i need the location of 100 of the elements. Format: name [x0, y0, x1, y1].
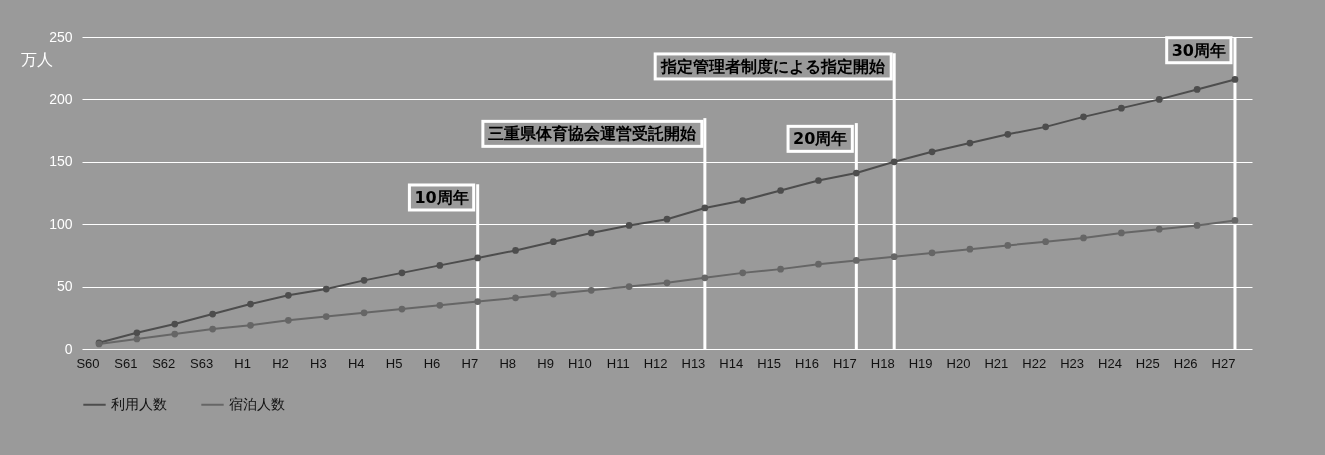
point — [1080, 113, 1087, 121]
point — [701, 274, 709, 282]
point — [133, 335, 141, 343]
point — [663, 279, 671, 287]
point — [890, 253, 898, 260]
point — [209, 310, 216, 318]
y-tick-label: 250 — [49, 28, 73, 45]
point — [1004, 242, 1012, 249]
point — [322, 313, 330, 320]
point — [1231, 76, 1239, 83]
point — [1118, 104, 1125, 112]
point — [928, 249, 936, 257]
point — [133, 329, 141, 337]
point — [852, 257, 860, 264]
point — [1080, 234, 1087, 242]
x-tick-label: H12 — [643, 355, 668, 371]
point — [852, 169, 860, 177]
point — [1004, 131, 1012, 138]
x-tick-label: H17 — [832, 355, 857, 371]
x-tick-label: H16 — [795, 355, 819, 371]
x-tick-label: H9 — [537, 355, 554, 371]
x-tick-label: H13 — [681, 355, 706, 371]
point — [928, 148, 936, 156]
x-tick-label: H5 — [385, 355, 403, 371]
point — [398, 269, 406, 277]
point — [1042, 238, 1049, 246]
y-tick-label: 50 — [56, 278, 73, 295]
point — [815, 177, 822, 184]
y-tick-label: 150 — [49, 153, 73, 170]
ref-line-label: 30周年 — [1171, 40, 1226, 60]
x-tick-label: H3 — [310, 355, 327, 371]
point — [398, 305, 406, 313]
point — [966, 139, 974, 147]
x-tick-label: H14 — [719, 355, 744, 371]
x-tick-label: H2 — [272, 355, 289, 371]
point — [550, 238, 557, 246]
ref-line-label: 指定管理者制度による指定開始 — [660, 56, 887, 76]
y-tick-label: 100 — [49, 215, 73, 232]
legend-label: 宿泊人数 — [229, 395, 285, 412]
point — [285, 316, 292, 324]
point — [587, 229, 595, 237]
point — [360, 277, 368, 284]
point — [625, 283, 633, 290]
x-tick-label: H25 — [1135, 355, 1160, 371]
point — [663, 215, 671, 223]
point — [1231, 217, 1239, 224]
y-tick-label: 200 — [49, 90, 73, 107]
x-tick-label: H21 — [984, 355, 1009, 371]
x-tick-label: S62 — [152, 355, 176, 371]
point — [247, 321, 254, 329]
point — [1193, 222, 1201, 229]
point — [512, 294, 519, 302]
point — [890, 158, 898, 166]
x-tick-label: H11 — [606, 355, 630, 371]
point — [1155, 96, 1163, 103]
x-tick-label: H27 — [1211, 355, 1236, 371]
ref-line-label: 10周年 — [414, 187, 469, 207]
point — [815, 260, 822, 268]
y-axis-title: 万人 — [20, 50, 53, 68]
x-tick-label: S60 — [76, 355, 100, 371]
x-tick-label: H10 — [567, 355, 592, 371]
point — [474, 298, 482, 305]
point — [1118, 229, 1125, 237]
point — [777, 265, 784, 273]
x-tick-label: H19 — [908, 355, 933, 371]
point — [247, 300, 254, 308]
point — [1155, 225, 1163, 233]
point — [739, 197, 747, 204]
point — [171, 320, 179, 328]
point — [1042, 123, 1049, 131]
point — [701, 204, 709, 212]
point — [436, 262, 444, 269]
point — [1193, 86, 1201, 93]
x-tick-label: H15 — [757, 355, 782, 371]
point — [550, 290, 557, 298]
point — [209, 325, 216, 333]
point — [739, 269, 747, 277]
x-tick-label: H4 — [347, 355, 365, 371]
point — [360, 309, 368, 317]
x-tick-label: H8 — [499, 355, 517, 371]
x-tick-label: H18 — [870, 355, 895, 371]
x-tick-label: H1 — [234, 355, 251, 371]
x-tick-label: H24 — [1098, 355, 1122, 371]
legend-label: 利用人数 — [111, 395, 167, 412]
ref-line-label: 20周年 — [793, 129, 848, 149]
point — [966, 245, 974, 253]
x-tick-label: H20 — [946, 355, 971, 371]
x-tick-label: S61 — [114, 355, 138, 371]
x-tick-label: H23 — [1060, 355, 1084, 371]
x-tick-label: H7 — [461, 355, 479, 371]
point — [474, 254, 482, 262]
point — [777, 187, 784, 194]
point — [436, 301, 444, 309]
x-tick-label: S63 — [189, 355, 214, 371]
y-tick-label: 0 — [64, 340, 73, 357]
point — [285, 291, 292, 299]
point — [587, 287, 595, 294]
point — [171, 330, 179, 338]
point — [512, 247, 519, 254]
ref-line-label: 三重県体育協会運営受託開始 — [487, 124, 697, 144]
